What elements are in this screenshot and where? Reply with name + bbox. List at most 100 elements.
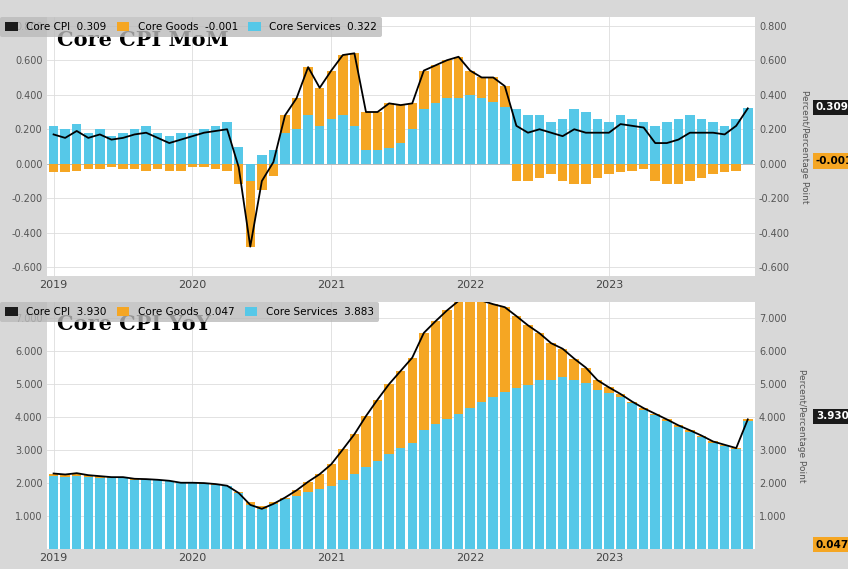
Bar	[685, 432, 695, 549]
Bar	[269, 150, 278, 164]
Bar	[662, 421, 672, 549]
Bar	[338, 480, 348, 549]
Bar	[697, 437, 706, 549]
Bar	[107, 479, 116, 549]
Bar	[361, 416, 371, 467]
Bar	[315, 88, 325, 126]
Bar	[373, 461, 382, 549]
Text: Core CPI MoM: Core CPI MoM	[58, 30, 229, 50]
Bar	[593, 164, 602, 178]
Bar	[199, 483, 209, 484]
Bar	[743, 108, 752, 164]
Bar	[523, 116, 533, 164]
Bar	[257, 505, 266, 549]
Bar	[408, 443, 417, 549]
Bar	[732, 164, 741, 171]
Bar	[165, 136, 174, 164]
Bar	[697, 435, 706, 437]
Bar	[431, 321, 440, 424]
Y-axis label: Percent/Percentage Point: Percent/Percentage Point	[797, 369, 806, 482]
Bar	[570, 380, 579, 549]
Bar	[326, 486, 336, 549]
Bar	[523, 385, 533, 549]
Bar	[199, 484, 209, 549]
Bar	[211, 164, 220, 169]
Bar	[60, 475, 70, 477]
Bar	[720, 446, 729, 549]
Bar	[130, 164, 139, 169]
Bar	[604, 393, 614, 549]
Bar	[373, 150, 382, 164]
Bar	[130, 479, 139, 480]
Bar	[304, 482, 313, 492]
Bar	[326, 119, 336, 164]
Bar	[396, 105, 405, 143]
Bar	[107, 477, 116, 479]
Bar	[234, 164, 243, 184]
Bar	[349, 434, 360, 474]
Bar	[732, 448, 741, 450]
Bar	[511, 109, 522, 164]
Bar	[673, 426, 683, 427]
Bar	[650, 126, 660, 164]
Bar	[396, 448, 405, 549]
Bar	[558, 377, 567, 549]
Bar	[257, 505, 266, 509]
Bar	[685, 116, 695, 164]
Bar	[257, 164, 266, 189]
Bar	[269, 164, 278, 176]
Bar	[581, 384, 590, 549]
Bar	[616, 394, 625, 397]
Bar	[419, 71, 428, 109]
Bar	[326, 464, 336, 486]
Bar	[361, 112, 371, 150]
Bar	[488, 397, 498, 549]
Bar	[118, 164, 128, 169]
Bar	[165, 481, 174, 549]
Bar	[708, 442, 717, 443]
Bar	[604, 387, 614, 393]
Bar	[570, 358, 579, 380]
Bar	[477, 98, 487, 164]
Bar	[338, 55, 348, 116]
Bar	[95, 476, 104, 478]
Legend: Core CPI  3.930, Core Goods  0.047, Core Services  3.883: Core CPI 3.930, Core Goods 0.047, Core S…	[0, 302, 379, 322]
Bar	[292, 129, 301, 164]
Text: Core CPI YoY: Core CPI YoY	[58, 314, 211, 334]
Bar	[95, 164, 104, 169]
Bar	[628, 402, 637, 403]
Bar	[176, 133, 186, 164]
Bar	[315, 489, 325, 549]
Bar	[84, 133, 93, 164]
Bar	[118, 477, 128, 479]
Bar	[349, 53, 360, 126]
Bar	[419, 430, 428, 549]
Bar	[199, 129, 209, 164]
Bar	[442, 311, 452, 419]
Bar	[384, 149, 393, 164]
Bar	[315, 474, 325, 489]
Bar	[593, 119, 602, 164]
Bar	[246, 164, 255, 181]
Bar	[628, 164, 637, 171]
Bar	[234, 492, 243, 549]
Bar	[500, 107, 510, 164]
Bar	[546, 343, 555, 380]
Bar	[234, 147, 243, 164]
Bar	[708, 122, 717, 164]
Bar	[431, 65, 440, 104]
Bar	[616, 164, 625, 172]
Bar	[280, 133, 290, 164]
Bar	[477, 402, 487, 549]
Bar	[477, 77, 487, 98]
Bar	[118, 133, 128, 164]
Bar	[107, 136, 116, 164]
Bar	[511, 316, 522, 388]
Bar	[222, 164, 232, 171]
Bar	[488, 77, 498, 102]
Bar	[743, 421, 752, 549]
Bar	[315, 126, 325, 164]
Bar	[60, 129, 70, 164]
Bar	[570, 109, 579, 164]
Bar	[95, 478, 104, 549]
